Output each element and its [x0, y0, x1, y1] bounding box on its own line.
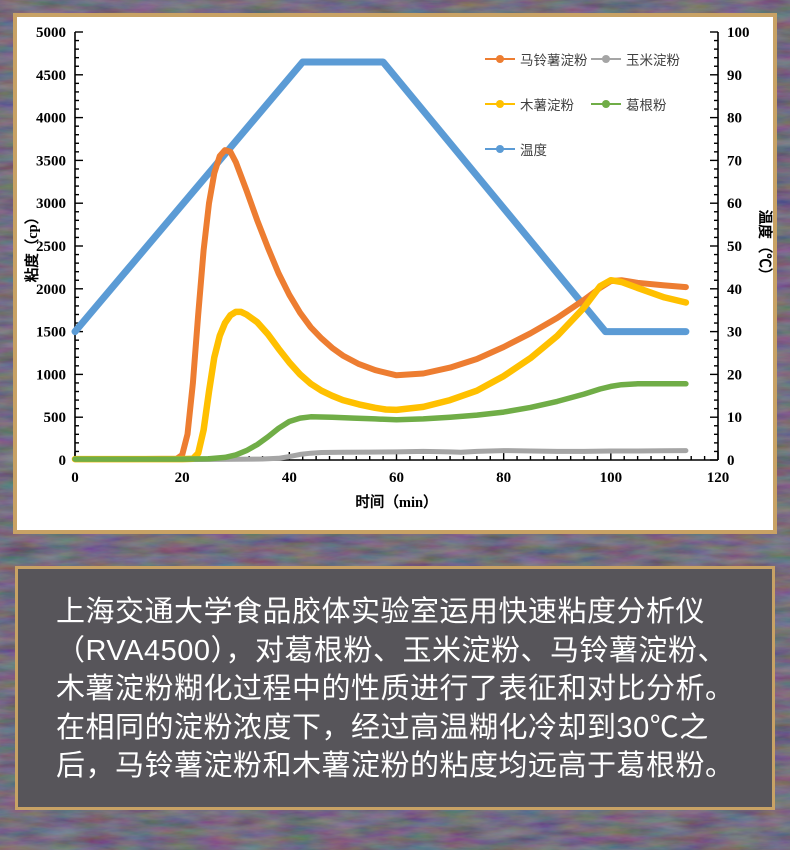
yright-axis-title: 温度（℃）	[756, 210, 773, 283]
series-line-玉米淀粉	[72, 448, 689, 463]
series-line-木薯淀粉	[71, 276, 690, 463]
yleft-tick-label: 1500	[36, 325, 66, 341]
x-tick-label: 80	[496, 470, 511, 486]
legend-marker-icon	[591, 99, 621, 108]
yleft-tick-label: 3500	[36, 153, 66, 169]
yleft-tick-label: 4500	[36, 68, 66, 84]
yright-tick-label: 100	[727, 25, 750, 41]
yleft-tick-label: 4000	[36, 111, 66, 127]
legend-label: 玉米淀粉	[626, 53, 680, 68]
legend-label: 葛根粉	[626, 98, 667, 113]
legend-item-玉米淀粉: 玉米淀粉	[591, 49, 697, 69]
yright-tick-label: 80	[727, 111, 742, 127]
chart-legend: 马铃薯淀粉 玉米淀粉木薯淀粉 葛根粉温度	[485, 49, 697, 159]
legend-marker-icon	[485, 99, 515, 108]
yleft-tick-label: 3000	[36, 196, 66, 212]
yleft-tick-label: 1000	[36, 367, 66, 383]
yright-tick-label: 90	[727, 68, 742, 84]
x-tick-label: 20	[175, 470, 190, 486]
legend-label: 温度	[520, 143, 547, 158]
caption-panel: 上海交通大学食品胶体实验室运用快速粘度分析仪（RVA4500），对葛根粉、玉米淀…	[15, 566, 775, 810]
yleft-tick-label: 5000	[36, 25, 66, 41]
legend-label: 木薯淀粉	[520, 98, 574, 113]
rva-viscosity-chart: 0500100015002000250030003500400045005000…	[23, 25, 773, 511]
yright-tick-label: 0	[727, 453, 735, 469]
x-tick-label: 0	[71, 470, 79, 486]
x-tick-label: 100	[600, 470, 623, 486]
legend-marker-icon	[485, 144, 515, 153]
chart-panel: 0 500 1000 1500 2000 2500 3000 3500 4000 4500 5000…	[13, 13, 777, 534]
x-tick-label: 40	[282, 470, 297, 486]
yright-tick-label: 40	[727, 282, 742, 298]
yright-tick-label: 70	[727, 153, 742, 169]
yleft-tick-label: 0	[59, 453, 67, 469]
x-tick-label: 60	[389, 470, 404, 486]
yright-tick-label: 60	[727, 196, 742, 212]
legend-item-木薯淀粉: 木薯淀粉	[485, 94, 591, 114]
yleft-tick-label: 2500	[36, 239, 66, 255]
yright-tick-label: 20	[727, 367, 742, 383]
caption-text: 上海交通大学食品胶体实验室运用快速粘度分析仪（RVA4500），对葛根粉、玉米淀…	[56, 596, 735, 783]
yright-tick-label: 30	[727, 325, 742, 341]
yleft-tick-label: 500	[44, 410, 67, 426]
series-line-葛根粉	[72, 381, 689, 462]
x-axis-title: 时间（min）	[355, 493, 437, 511]
yright-tick-label: 50	[727, 239, 742, 255]
legend-marker-icon	[485, 54, 515, 63]
legend-item-马铃薯淀粉: 马铃薯淀粉	[485, 49, 591, 69]
yleft-tick-label: 2000	[36, 282, 66, 298]
yleft-axis-title: 粘度（cp）	[23, 210, 41, 283]
legend-label: 马铃薯淀粉	[520, 53, 588, 68]
legend-item-温度: 温度	[485, 139, 591, 159]
x-tick-label: 120	[707, 470, 730, 486]
legend-marker-icon	[591, 54, 621, 63]
yright-tick-label: 10	[727, 410, 742, 426]
legend-item-葛根粉: 葛根粉	[591, 94, 697, 114]
series-line-马铃薯淀粉	[72, 147, 689, 463]
